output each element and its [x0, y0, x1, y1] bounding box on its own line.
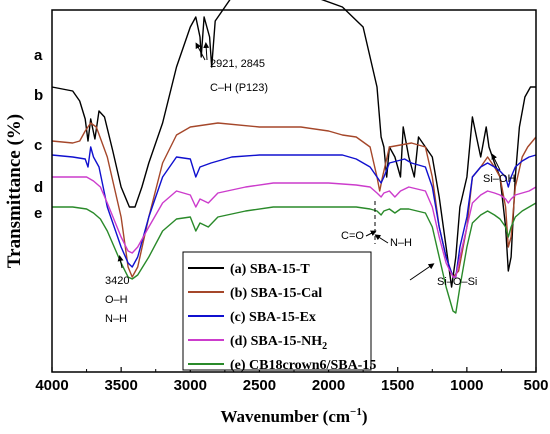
legend-box — [182, 251, 372, 371]
annotation-siosi-0: Si–O–Si — [437, 276, 477, 288]
annotation-sioh-0: Si–OH — [483, 173, 515, 185]
x-tick-label-500: 500 — [523, 377, 548, 394]
annotation-ch-p123-1: C–H (P123) — [210, 82, 268, 94]
arrow-ch-p123 — [203, 42, 210, 61]
curve-letter-e: e — [34, 205, 42, 222]
annotation-oh-nh-0: 3420 — [105, 275, 129, 287]
legend-label-e: (e) CB18crown6/SBA-15 — [230, 358, 376, 373]
x-tick-label-3000: 3000 — [174, 377, 207, 394]
arrow-co — [365, 230, 377, 237]
series-line-a — [51, 0, 536, 288]
series-layer — [51, 0, 537, 314]
x-axis-title-end: ) — [362, 407, 368, 426]
annotation-nh-bend-0: N–H — [390, 237, 412, 249]
annotation-ch-p123-0: 2921, 2845 — [210, 58, 265, 70]
x-axis-title-sup: −1 — [350, 406, 362, 418]
annotation-oh-nh-1: O–H — [105, 294, 128, 306]
x-axis-title-main: Wavenumber (cm — [221, 407, 351, 426]
series-line-b — [51, 122, 537, 278]
x-axis-title: Wavenumber (cm−1) — [221, 406, 368, 426]
arrow-ch-p123-b — [195, 42, 206, 61]
arrow-oh-nh — [117, 255, 124, 269]
arrow-siosi — [409, 263, 435, 281]
x-tick-label-2500: 2500 — [243, 377, 276, 394]
curve-letter-c: c — [34, 137, 42, 154]
legend-label-b: (b) SBA-15-Cal — [230, 286, 322, 301]
legend-label-sub-d: 2 — [322, 341, 327, 352]
curve-letter-a: a — [34, 47, 43, 64]
x-tick-label-3500: 3500 — [104, 377, 137, 394]
annotations: 2921, 2845 C–H (P123) Si–OH C=O N–H 3420 O–H N–… — [105, 58, 515, 325]
annotation-co-0: C=O — [341, 230, 364, 242]
x-tick-label-2000: 2000 — [312, 377, 345, 394]
series-line-c — [51, 146, 537, 278]
legend-label-c: (c) SBA-15-Ex — [230, 310, 316, 325]
annotation-markers — [117, 42, 501, 281]
y-axis-title: Transmittance (%) — [4, 114, 25, 268]
x-tick-label-1000: 1000 — [450, 377, 483, 394]
legend: (a) SBA-15-T (b) SBA-15-Cal (c) SBA-15-Ex (… — [182, 251, 376, 373]
legend-label-d: (d) SBA-15-NH2 — [230, 334, 327, 352]
arrow-sioh — [491, 153, 501, 171]
curve-letters: a b c de — [34, 47, 43, 222]
curve-letter-d: d — [34, 179, 43, 196]
legend-label-a: (a) SBA-15-T — [230, 262, 310, 277]
series-line-d — [52, 176, 537, 278]
annotation-oh-nh-2: N–H — [105, 313, 127, 325]
x-tick-label-4000: 4000 — [35, 377, 68, 394]
series-line-e — [52, 202, 537, 314]
curve-letter-b: b — [34, 87, 43, 104]
x-tick-label-1500: 1500 — [381, 377, 414, 394]
arrow-nh-bend — [374, 234, 389, 244]
